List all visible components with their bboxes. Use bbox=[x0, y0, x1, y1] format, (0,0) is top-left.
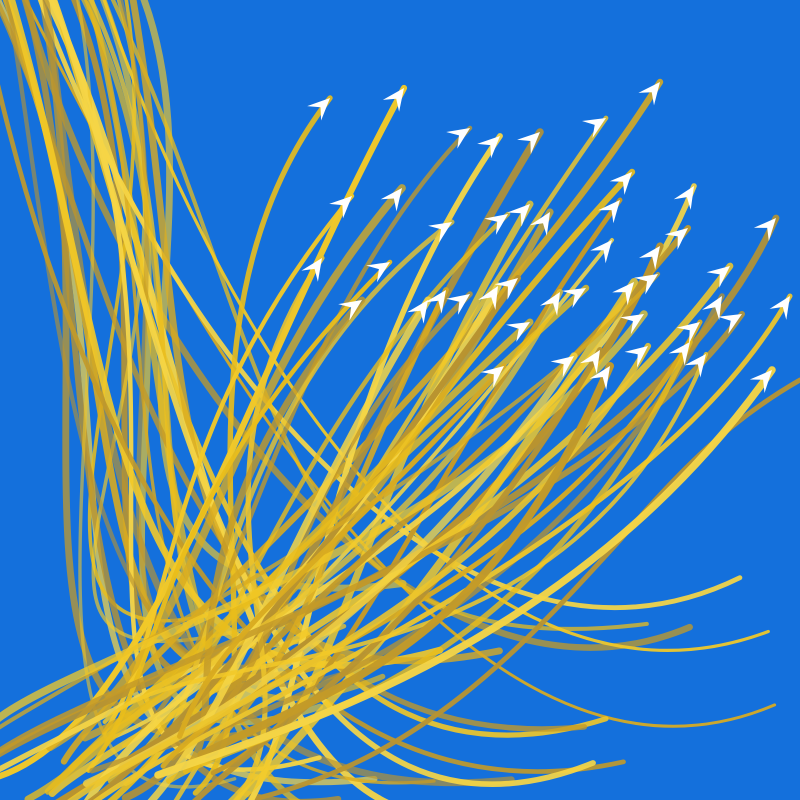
arrowhead-icon bbox=[702, 296, 722, 320]
arrowhead-icon bbox=[477, 136, 500, 159]
background-stroke-30 bbox=[51, 0, 596, 787]
flow-line-9 bbox=[102, 193, 355, 735]
arrowhead-icon bbox=[579, 350, 600, 374]
arrowhead-icon bbox=[529, 212, 550, 236]
arrowhead-icon bbox=[612, 282, 634, 306]
arrowhead-icon bbox=[634, 274, 658, 295]
arrowhead-icon bbox=[307, 98, 330, 121]
arrowheads bbox=[301, 82, 790, 393]
arrowhead-icon bbox=[753, 218, 776, 242]
arrowhead-icon bbox=[639, 246, 660, 270]
arrowhead-icon bbox=[484, 214, 508, 235]
arrowhead-icon bbox=[598, 200, 620, 224]
flow-line-41 bbox=[191, 347, 603, 800]
arrowhead-icon bbox=[506, 322, 530, 342]
background-stroke-17 bbox=[42, 0, 515, 787]
arrowhead-icon bbox=[718, 314, 742, 334]
flow-line-31 bbox=[0, 271, 661, 730]
arrowhead-icon bbox=[664, 228, 688, 250]
arrowhead-icon bbox=[517, 132, 540, 155]
arrowhead-icon bbox=[329, 196, 352, 219]
arrowhead-icon bbox=[382, 88, 404, 112]
arrowhead-icon bbox=[582, 118, 606, 138]
arrowhead-icon bbox=[589, 366, 610, 390]
arrowhead-icon bbox=[624, 346, 648, 368]
flow-line-3 bbox=[60, 78, 664, 765]
arrowhead-icon bbox=[676, 322, 700, 344]
arrowhead-icon bbox=[494, 278, 518, 300]
arrowhead-icon bbox=[480, 366, 504, 388]
arrowhead-icon bbox=[668, 342, 690, 366]
background-stroke-26 bbox=[81, 0, 386, 702]
arrowhead-icon bbox=[769, 296, 790, 320]
arrowhead-icon bbox=[638, 82, 660, 106]
arrowhead-icon bbox=[540, 292, 560, 316]
arrowhead-icon bbox=[478, 286, 498, 310]
flow-line-33 bbox=[147, 296, 432, 800]
arrowhead-icon bbox=[428, 222, 452, 243]
arrowhead-icon bbox=[366, 262, 390, 283]
flow-line-37 bbox=[0, 310, 648, 723]
arrowhead-icon bbox=[673, 186, 694, 210]
arrowhead-icon bbox=[446, 128, 470, 149]
arrowhead-icon bbox=[301, 258, 322, 282]
arrowhead-icon bbox=[684, 354, 706, 378]
flow-line-4 bbox=[121, 125, 473, 748]
arrowhead-icon bbox=[338, 300, 362, 321]
background-stroke-29 bbox=[0, 83, 626, 774]
flow-line-12 bbox=[0, 183, 697, 773]
arrowhead-icon bbox=[425, 290, 446, 314]
arrowhead-icon bbox=[620, 314, 644, 335]
flow-line-36 bbox=[24, 318, 534, 800]
flow-line-1 bbox=[192, 95, 333, 796]
arrowhead-icon bbox=[380, 188, 402, 212]
flow-line-39 bbox=[0, 311, 745, 755]
flow-line-45 bbox=[177, 363, 507, 739]
arrowhead-icon bbox=[590, 240, 612, 264]
flow-line-44 bbox=[102, 351, 709, 724]
background-stroke-14 bbox=[83, 0, 436, 785]
arrowhead-icon bbox=[749, 370, 772, 393]
arrowhead-icon bbox=[446, 294, 470, 315]
arrowhead-icon bbox=[407, 300, 428, 324]
arrowhead-icon bbox=[550, 356, 574, 378]
arrowhead-icon bbox=[507, 204, 530, 227]
flow-line-23 bbox=[48, 262, 734, 798]
arrowhead-icon bbox=[706, 266, 730, 288]
arrowhead-icon bbox=[609, 172, 632, 195]
arrowhead-icon bbox=[562, 288, 586, 308]
flow-line-46 bbox=[197, 362, 614, 759]
flow-line-47 bbox=[154, 366, 776, 779]
